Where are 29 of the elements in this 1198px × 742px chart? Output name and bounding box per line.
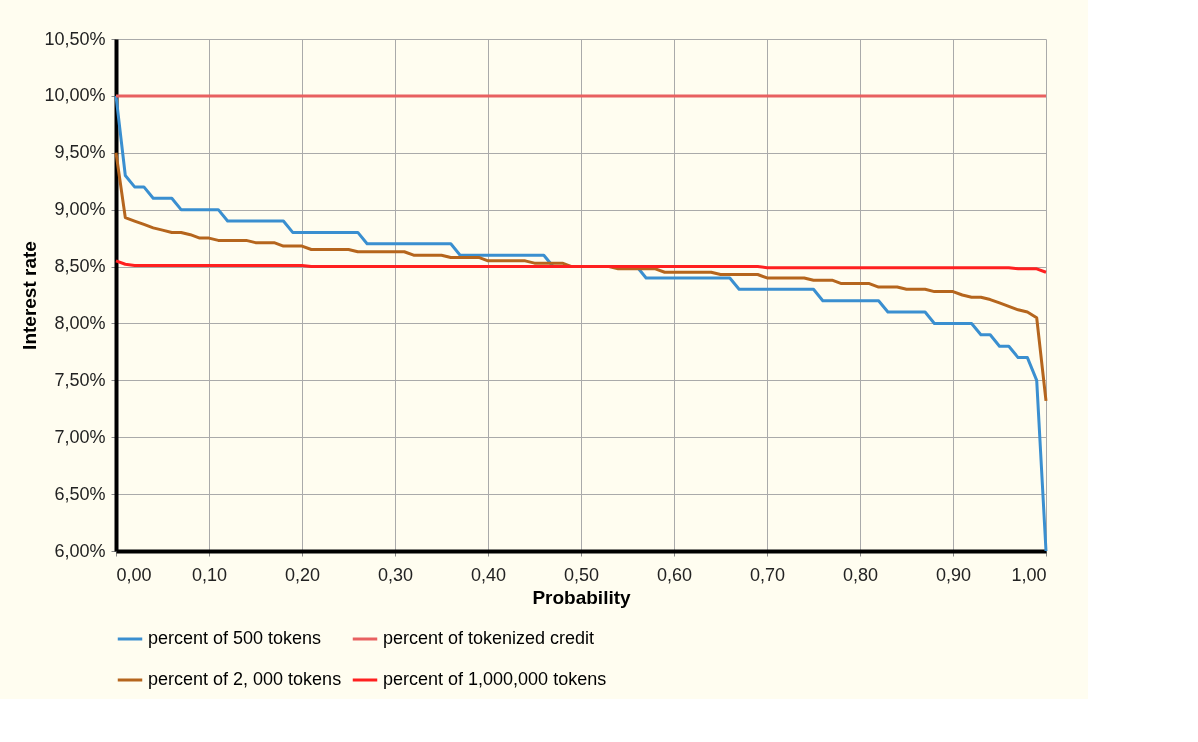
legend-label: percent of tokenized credit [383,628,595,648]
y-axis-title: Interest rate [19,241,41,350]
x-tick-label: 0,90 [935,564,972,585]
x-tick-label: 0,20 [284,564,321,585]
x-tick-label: 1,00 [1011,564,1047,585]
line-series [114,259,1048,274]
x-tick-label: 0,30 [377,564,414,585]
legend-label: percent of 500 tokens [148,628,322,648]
x-tick-label: 0,80 [842,564,879,585]
y-tick-label: 6,00% [54,540,106,561]
y-tick-label: 8,50% [54,256,106,277]
legend-label: percent of 1,000,000 tokens [383,669,607,689]
y-tick-label: 9,50% [54,142,106,163]
y-tick-label: 8,00% [54,312,106,333]
x-tick-label: 0,60 [656,564,693,585]
y-tick-label: 10,00% [44,85,106,106]
x-tick-label: 0,00 [116,564,152,585]
x-tick-label: 0,50 [563,564,600,585]
x-tick-label: 0,40 [470,564,507,585]
x-axis-title: Probability [532,586,632,608]
y-tick-label: 9,00% [54,199,106,220]
x-tick-label: 0,10 [191,564,228,585]
y-tick-label: 10,50% [44,28,106,49]
y-tick-label: 7,50% [54,369,106,390]
x-tick-label: 0,70 [749,564,786,585]
legend-label: percent of 2, 000 tokens [148,669,342,689]
y-tick-label: 6,50% [54,483,106,504]
y-tick-label: 7,00% [54,426,106,447]
line-series [114,151,1048,403]
